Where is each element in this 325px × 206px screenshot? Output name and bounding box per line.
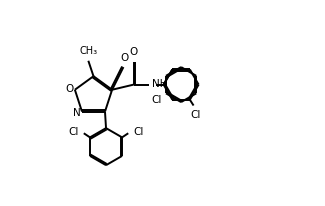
Text: CH₃: CH₃ <box>79 46 98 56</box>
Text: N: N <box>73 108 81 118</box>
Text: O: O <box>66 84 74 94</box>
Text: Cl: Cl <box>68 127 79 137</box>
Text: O: O <box>120 53 129 63</box>
Text: Cl: Cl <box>133 127 144 137</box>
Text: O: O <box>130 47 138 57</box>
Text: NH: NH <box>152 78 167 89</box>
Text: Cl: Cl <box>152 95 162 105</box>
Text: Cl: Cl <box>191 110 201 120</box>
